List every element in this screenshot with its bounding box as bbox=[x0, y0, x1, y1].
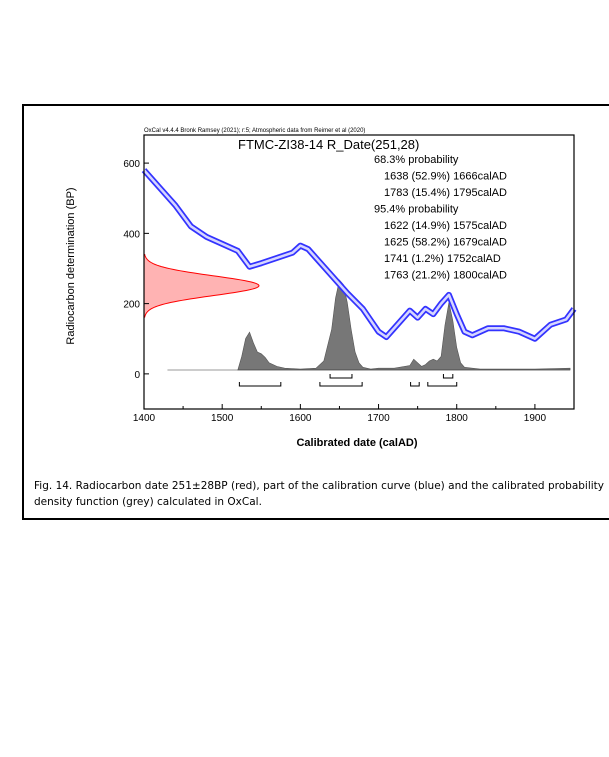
x-tick-label: 1500 bbox=[211, 413, 234, 424]
calibrated-range: 1741 (1.2%) 1752calAD bbox=[384, 253, 501, 265]
x-tick-label: 1600 bbox=[289, 413, 312, 424]
y-tick-label: 400 bbox=[123, 229, 140, 240]
calibrated-range: 1625 (58.2%) 1679calAD bbox=[384, 237, 507, 249]
y-tick-label: 600 bbox=[123, 159, 140, 170]
figure-frame: 1400 1500 1600 1700 1800 1900 0 200 400 600 OxCal… bbox=[22, 104, 609, 520]
chart-title: FTMC-ZI38-14 R_Date(251,28) bbox=[238, 137, 419, 152]
range-bracket-95 bbox=[238, 382, 282, 387]
range-bracket-68 bbox=[329, 374, 353, 379]
y-axis-label: Radiocarbon determination (BP) bbox=[65, 187, 77, 344]
plot-layer: 1400 1500 1600 1700 1800 1900 0 200 400 600 bbox=[123, 134, 577, 424]
probability-heading: 95.4% probability bbox=[374, 204, 459, 216]
calibrated-range: 1622 (14.9%) 1575calAD bbox=[384, 220, 507, 232]
calibrated-range: 1763 (21.2%) 1800calAD bbox=[384, 270, 507, 282]
x-tick-label: 1700 bbox=[367, 413, 390, 424]
x-tick-label: 1400 bbox=[133, 413, 156, 424]
calibrated-range: 1783 (15.4%) 1795calAD bbox=[384, 187, 507, 199]
range-bracket-68 bbox=[442, 374, 454, 379]
range-bracket-95 bbox=[410, 382, 420, 387]
radiocarbon-calibration-chart: 1400 1500 1600 1700 1800 1900 0 200 400 600 OxCal… bbox=[65, 128, 577, 449]
calibrated-probability-density bbox=[237, 279, 571, 371]
chart-credit: OxCal v4.4.4 Bronk Ramsey (2021); r:5; A… bbox=[144, 128, 365, 134]
plot-frame bbox=[143, 134, 575, 410]
figure-caption: Fig. 14. Radiocarbon date 251±28BP (red)… bbox=[34, 480, 604, 508]
range-bracket-95 bbox=[319, 382, 363, 387]
range-bracket-95 bbox=[427, 382, 458, 387]
x-axis-label: Calibrated date (calAD) bbox=[296, 437, 417, 449]
calibrated-range: 1638 (52.9%) 1666calAD bbox=[384, 171, 507, 183]
x-tick-label: 1900 bbox=[524, 413, 547, 424]
radiocarbon-date-distribution bbox=[143, 253, 260, 318]
x-tick-label: 1800 bbox=[446, 413, 469, 424]
probability-heading: 68.3% probability bbox=[374, 154, 459, 166]
calibration-curve-center bbox=[143, 169, 576, 340]
y-tick-label: 200 bbox=[123, 300, 140, 311]
calibrated-ranges-text: 68.3% probability 1638 (52.9%) 1666calAD 1… bbox=[374, 154, 507, 282]
y-tick-label: 0 bbox=[134, 370, 140, 381]
calibration-curve-band bbox=[141, 168, 577, 342]
